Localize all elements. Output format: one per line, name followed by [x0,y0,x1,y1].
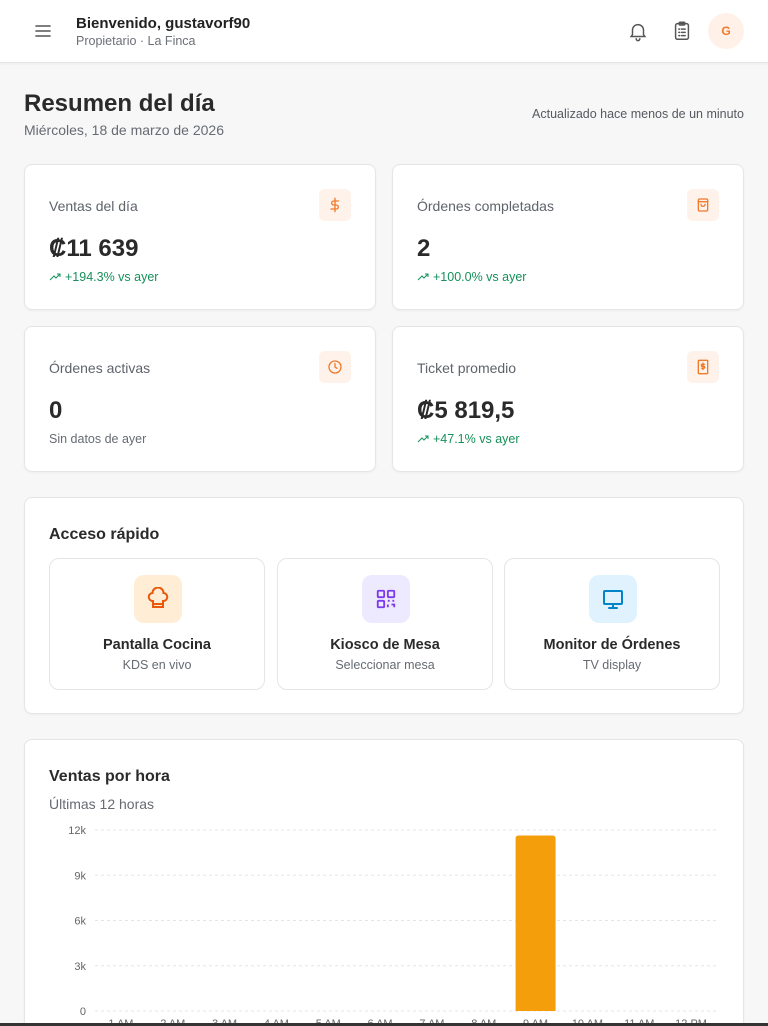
x-tick-label: 4 AM [264,1018,289,1026]
hourly-sales-chart: Ventas por hora Últimas 12 horas 0 3k 6k 9k… [24,739,744,1026]
stat-change: +47.1% vs ayer [433,432,520,446]
chart-plot: 0 3k 6k 9k 12k 1 AM 2 AM 3 AM 4 AM 5 AM 6 AM 7 AM 8 … [68,825,717,1026]
trend-up-icon [417,273,429,281]
stat-label: Ticket promedio [417,360,517,376]
stat-card-sales: Ventas del día ₡11 639 +194.3% vs ayer [24,164,376,310]
receipt-icon [697,359,709,375]
viewport-edge [0,1023,768,1026]
top-bar: Bienvenido, gustavorf90 Propietario · La… [0,0,768,63]
section-title: Acceso rápido [49,526,160,543]
tile-title: Kiosco de Mesa [330,637,440,653]
quick-access-kitchen[interactable]: Pantalla Cocina KDS en vivo [49,558,265,690]
stat-label: Ventas del día [49,198,138,214]
stat-value: ₡11 639 [49,235,139,262]
quick-access-kiosk[interactable]: Kiosco de Mesa Seleccionar mesa [277,558,493,690]
x-tick-label: 9 AM [523,1018,548,1026]
x-tick-label: 6 AM [368,1018,393,1026]
stat-card-active: Órdenes activas 0 Sin datos de ayer [24,326,376,472]
y-tick-label: 6k [74,916,86,928]
y-tick-label: 0 [80,1006,86,1018]
x-tick-label: 10 AM [572,1018,603,1026]
menu-icon[interactable] [34,22,52,40]
trend-up-icon [49,273,61,281]
trend-up-icon [417,435,429,443]
dollar-icon [330,197,339,213]
tile-subtitle: TV display [582,658,642,672]
stat-label: Órdenes completadas [417,198,554,214]
x-tick-label: 2 AM [160,1018,185,1026]
y-tick-label: 3k [74,961,86,973]
welcome-text: Bienvenido, gustavorf90 [76,15,251,32]
stat-value: 0 [49,397,63,424]
stat-value: ₡5 819,5 [417,397,515,424]
tile-title: Pantalla Cocina [103,637,211,653]
x-tick-label: 8 AM [471,1018,496,1026]
stat-value: 2 [417,235,431,262]
x-tick-label: 5 AM [316,1018,341,1026]
stat-change: +194.3% vs ayer [65,270,159,284]
chef-hat-icon [147,587,169,608]
y-tick-label: 12k [68,825,86,837]
shopping-bag-icon [697,198,709,212]
stat-change: +100.0% vs ayer [433,270,527,284]
bar [515,835,556,1011]
stat-card-ticket: Ticket promedio ₡5 819,5 +47.1% vs ayer [392,326,744,472]
clipboard-icon[interactable] [671,20,693,42]
updated-status: Actualizado hace menos de un minuto [532,107,744,121]
user-role: Propietario · La Finca [76,34,196,48]
x-tick-label: 11 AM [624,1018,654,1026]
bell-icon[interactable] [627,20,649,42]
x-tick-label: 12 PM [675,1018,707,1026]
x-tick-label: 3 AM [212,1018,237,1026]
stat-card-completed: Órdenes completadas 2 +100.0% vs ayer [392,164,744,310]
quick-access-section: Acceso rápido Pantalla Cocina KDS en viv… [24,497,744,714]
page-date: Miércoles, 18 de marzo de 2026 [24,122,224,138]
monitor-icon [603,590,623,609]
clock-icon [328,360,342,374]
y-tick-label: 9k [74,870,86,882]
chart-subtitle: Últimas 12 horas [49,796,155,812]
tile-subtitle: KDS en vivo [122,658,192,672]
qr-code-icon [376,589,396,609]
tile-title: Monitor de Órdenes [543,637,681,653]
quick-access-monitor[interactable]: Monitor de Órdenes TV display [504,558,720,690]
chart-title: Ventas por hora [49,768,170,785]
x-tick-label: 1 AM [108,1018,133,1026]
avatar[interactable]: G [708,13,744,49]
stat-change: Sin datos de ayer [49,432,147,446]
tile-subtitle: Seleccionar mesa [335,658,435,672]
stat-label: Órdenes activas [49,360,151,376]
page-title: Resumen del día [24,90,215,117]
x-tick-label: 7 AM [419,1018,444,1026]
